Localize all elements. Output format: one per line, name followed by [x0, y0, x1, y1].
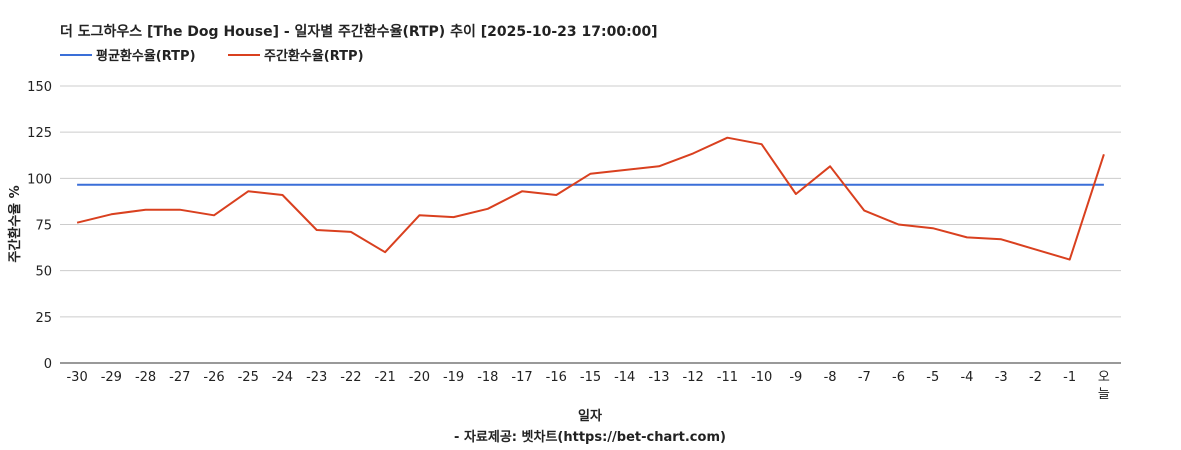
x-tick-label: -3 [995, 370, 1008, 385]
x-tick-label: -29 [101, 370, 122, 385]
x-tick-label: -21 [375, 370, 396, 385]
source-credit: - 자료제공: 벳차트(https://bet-chart.com) [454, 429, 726, 445]
x-tick-label: -30 [66, 370, 87, 385]
y-axis-title: 주간환수율 % [7, 185, 23, 262]
y-tick-label: 50 [35, 265, 52, 280]
x-tick-label: -15 [580, 370, 601, 385]
y-tick-label: 75 [35, 219, 52, 234]
x-tick-label: -19 [443, 370, 464, 385]
x-tick-label: -26 [203, 370, 224, 385]
x-tick-label: -22 [340, 370, 361, 385]
legend-label-average: 평균환수율(RTP) [96, 48, 196, 64]
x-tick-label: -8 [824, 370, 837, 385]
x-tick-label: -12 [683, 370, 704, 385]
x-axis-title: 일자 [578, 409, 602, 424]
chart-title: 더 도그하우스 [The Dog House] - 일자별 주간환수율(RTP)… [60, 23, 658, 40]
y-tick-label: 25 [35, 311, 52, 326]
x-tick-label: -6 [892, 370, 905, 385]
x-tick-label: -10 [751, 370, 772, 385]
x-tick-label: -1 [1063, 370, 1076, 385]
legend-label-weekly: 주간환수율(RTP) [264, 48, 364, 64]
x-tick-label: -13 [648, 370, 669, 385]
x-tick-label: -27 [169, 370, 190, 385]
legend: 평균환수율(RTP) 주간환수율(RTP) [60, 48, 364, 64]
x-tick-label: -25 [238, 370, 259, 385]
series-lines [76, 136, 1105, 261]
y-axis-ticks: 0 25 50 75 100 125 150 [27, 80, 52, 372]
y-tick-label: 100 [27, 172, 52, 187]
y-tick-label: 0 [44, 357, 52, 372]
x-tick-label: -23 [306, 370, 327, 385]
x-tick-label: -14 [614, 370, 635, 385]
x-tick-label: -11 [717, 370, 738, 385]
gridlines [60, 85, 1121, 364]
x-axis-ticks: -30 -29 -28 -27 -26 -25 -24 -23 -22 -21 -20 -19 -18-… [66, 370, 1109, 402]
x-tick-label: -17 [511, 370, 532, 385]
x-tick-label: -4 [960, 370, 973, 385]
x-tick-label: -7 [858, 370, 871, 385]
x-tick-label: -2 [1029, 370, 1042, 385]
y-tick-label: 150 [27, 80, 52, 95]
x-tick-label: -24 [272, 370, 293, 385]
x-tick-label: -28 [135, 370, 156, 385]
x-tick-label: -18 [477, 370, 498, 385]
series-line-weekly [76, 136, 1105, 261]
x-tick-label: -20 [409, 370, 430, 385]
x-tick-label: -5 [926, 370, 939, 385]
y-tick-label: 125 [27, 126, 52, 141]
x-tick-label: -16 [546, 370, 567, 385]
x-tick-label: -9 [789, 370, 802, 385]
